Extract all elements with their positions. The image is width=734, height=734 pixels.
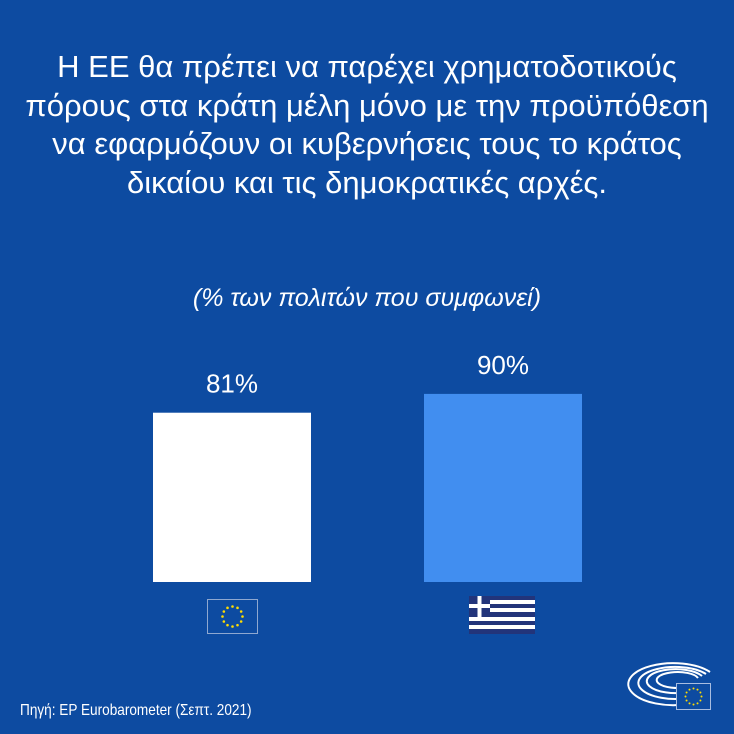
source-note: Πηγή: EP Eurobarometer (Σεπτ. 2021): [20, 702, 252, 719]
data-label: 90%: [477, 350, 529, 380]
bar-eu: [153, 412, 311, 582]
chart-title: Η ΕΕ θα πρέπει να παρέχει χρηματοδοτικού…: [25, 49, 709, 200]
greece-flag-icon: [469, 596, 535, 634]
bar-greece: [424, 393, 582, 582]
chart-subtitle: (% των πολιτών που συμφωνεί): [192, 284, 542, 312]
data-label: 81%: [206, 369, 258, 399]
eu-flag-icon: [207, 599, 258, 634]
european-parliament-logo: [627, 662, 711, 710]
